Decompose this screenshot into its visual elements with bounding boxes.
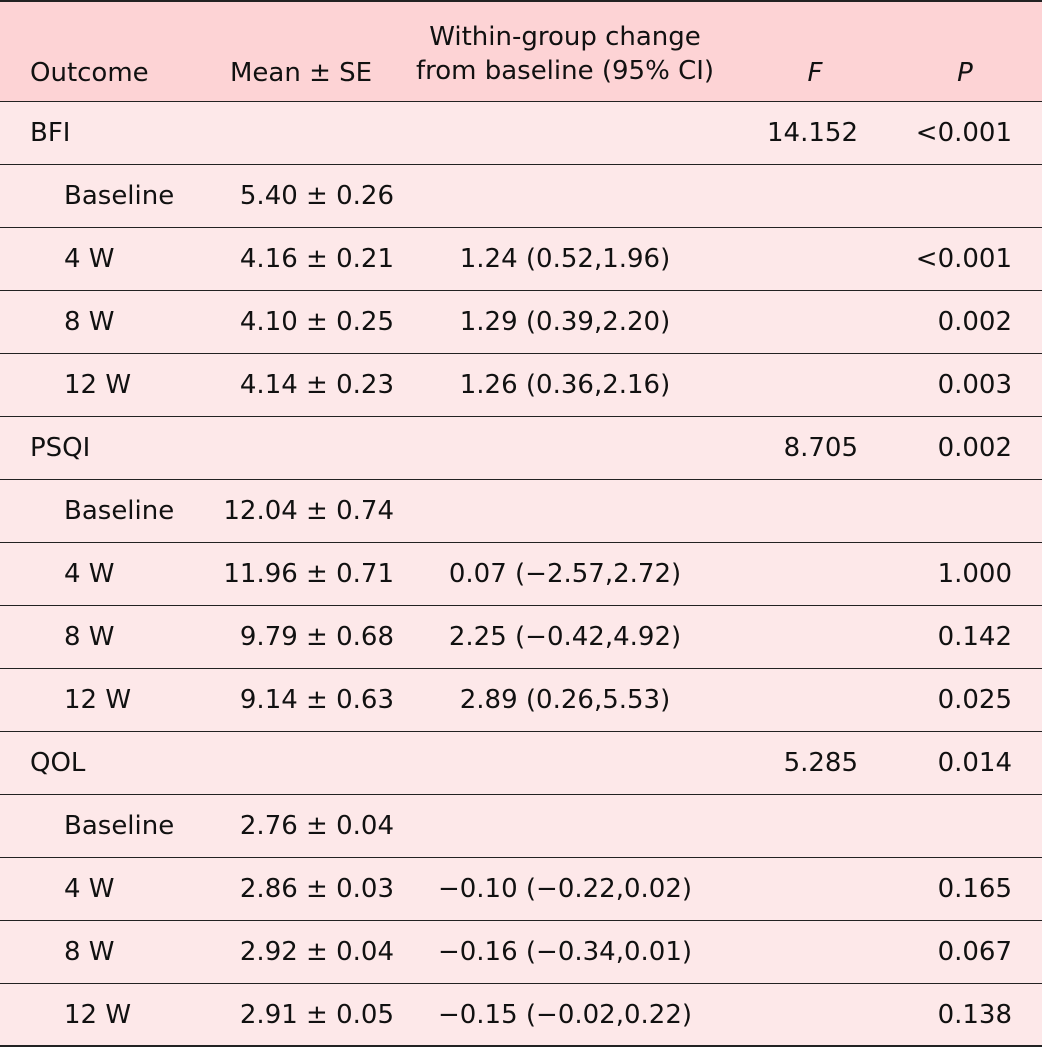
cell-outcome: 8 W bbox=[64, 937, 115, 967]
cell-change: 2.25 (−0.42,4.92) bbox=[448, 622, 682, 652]
table-row: Baseline 12.04 ± 0.74 bbox=[0, 480, 1042, 543]
cell-p: 0.025 bbox=[937, 685, 1012, 715]
cell-change: −0.10 (−0.22,0.02) bbox=[437, 874, 693, 904]
cell-outcome: 4 W bbox=[64, 244, 115, 274]
table-row: Baseline 5.40 ± 0.26 bbox=[0, 165, 1042, 228]
cell-p: 0.142 bbox=[937, 622, 1012, 652]
cell-change: 0.07 (−2.57,2.72) bbox=[448, 559, 682, 589]
table-row: 8 W 9.79 ± 0.68 2.25 (−0.42,4.92) 0.142 bbox=[0, 606, 1042, 669]
cell-outcome: Baseline bbox=[64, 181, 175, 211]
cell-p: 0.067 bbox=[937, 937, 1012, 967]
header-change-line2: from baseline (95% CI) bbox=[415, 56, 715, 86]
cell-p: 0.138 bbox=[937, 1000, 1012, 1030]
cell-mean-se: 4.16 ± 0.21 bbox=[239, 244, 394, 274]
header-outcome: Outcome bbox=[30, 58, 149, 88]
cell-mean-se: 9.79 ± 0.68 bbox=[239, 622, 394, 652]
cell-outcome: Baseline bbox=[64, 496, 175, 526]
table-row: PSQI 8.705 0.002 bbox=[0, 417, 1042, 480]
cell-change: −0.15 (−0.02,0.22) bbox=[437, 1000, 693, 1030]
cell-change: 1.24 (0.52,1.96) bbox=[459, 244, 671, 274]
cell-p: <0.001 bbox=[915, 244, 1012, 274]
cell-outcome: 12 W bbox=[64, 1000, 132, 1030]
cell-mean-se: 9.14 ± 0.63 bbox=[239, 685, 394, 715]
cell-p: 0.014 bbox=[937, 748, 1012, 778]
cell-outcome: BFI bbox=[30, 118, 71, 148]
cell-p: 0.165 bbox=[937, 874, 1012, 904]
cell-outcome: Baseline bbox=[64, 811, 175, 841]
cell-mean-se: 5.40 ± 0.26 bbox=[239, 181, 394, 211]
cell-mean-se: 2.91 ± 0.05 bbox=[239, 1000, 394, 1030]
table-row: BFI 14.152 <0.001 bbox=[0, 102, 1042, 165]
cell-p: <0.001 bbox=[915, 118, 1012, 148]
cell-p: 0.003 bbox=[937, 370, 1012, 400]
cell-p: 0.002 bbox=[937, 307, 1012, 337]
header-within-group-change: Within-group change from baseline (95% C… bbox=[400, 20, 730, 88]
cell-outcome: 4 W bbox=[64, 874, 115, 904]
cell-f: 14.152 bbox=[767, 118, 858, 148]
header-p: P bbox=[957, 58, 973, 88]
cell-change: 1.26 (0.36,2.16) bbox=[459, 370, 671, 400]
table-row: 4 W 11.96 ± 0.71 0.07 (−2.57,2.72) 1.000 bbox=[0, 543, 1042, 606]
cell-outcome: 12 W bbox=[64, 370, 132, 400]
cell-mean-se: 4.14 ± 0.23 bbox=[239, 370, 394, 400]
cell-mean-se: 4.10 ± 0.25 bbox=[239, 307, 394, 337]
cell-outcome: 8 W bbox=[64, 622, 115, 652]
cell-f: 8.705 bbox=[783, 433, 858, 463]
cell-p: 0.002 bbox=[937, 433, 1012, 463]
cell-mean-se: 2.92 ± 0.04 bbox=[239, 937, 394, 967]
table-row: 12 W 4.14 ± 0.23 1.26 (0.36,2.16) 0.003 bbox=[0, 354, 1042, 417]
cell-change: −0.16 (−0.34,0.01) bbox=[437, 937, 693, 967]
table-row: 12 W 9.14 ± 0.63 2.89 (0.26,5.53) 0.025 bbox=[0, 669, 1042, 732]
table-row: 4 W 4.16 ± 0.21 1.24 (0.52,1.96) <0.001 bbox=[0, 228, 1042, 291]
table-row: 8 W 4.10 ± 0.25 1.29 (0.39,2.20) 0.002 bbox=[0, 291, 1042, 354]
header-mean-se: Mean ± SE bbox=[230, 58, 373, 88]
cell-mean-se: 2.76 ± 0.04 bbox=[239, 811, 394, 841]
header-change-line1: Within-group change bbox=[429, 22, 701, 52]
table-row: 4 W 2.86 ± 0.03 −0.10 (−0.22,0.02) 0.165 bbox=[0, 858, 1042, 921]
table-row: 8 W 2.92 ± 0.04 −0.16 (−0.34,0.01) 0.067 bbox=[0, 921, 1042, 984]
cell-mean-se: 11.96 ± 0.71 bbox=[223, 559, 394, 589]
cell-outcome: 8 W bbox=[64, 307, 115, 337]
cell-outcome: 12 W bbox=[64, 685, 132, 715]
cell-change: 2.89 (0.26,5.53) bbox=[459, 685, 671, 715]
cell-outcome: 4 W bbox=[64, 559, 115, 589]
table-row: 12 W 2.91 ± 0.05 −0.15 (−0.02,0.22) 0.138 bbox=[0, 984, 1042, 1047]
table-row: QOL 5.285 0.014 bbox=[0, 732, 1042, 795]
table-row: Baseline 2.76 ± 0.04 bbox=[0, 795, 1042, 858]
cell-p: 1.000 bbox=[937, 559, 1012, 589]
cell-outcome: QOL bbox=[30, 748, 86, 778]
table-body: BFI 14.152 <0.001 Baseline 5.40 ± 0.26 4 W 4.1… bbox=[0, 102, 1042, 1047]
cell-change: 1.29 (0.39,2.20) bbox=[459, 307, 671, 337]
cell-mean-se: 2.86 ± 0.03 bbox=[239, 874, 394, 904]
cell-mean-se: 12.04 ± 0.74 bbox=[223, 496, 394, 526]
cell-f: 5.285 bbox=[783, 748, 858, 778]
cell-outcome: PSQI bbox=[30, 433, 91, 463]
table-header: Outcome Mean ± SE Within-group change fr… bbox=[0, 0, 1042, 102]
header-f: F bbox=[807, 58, 823, 88]
